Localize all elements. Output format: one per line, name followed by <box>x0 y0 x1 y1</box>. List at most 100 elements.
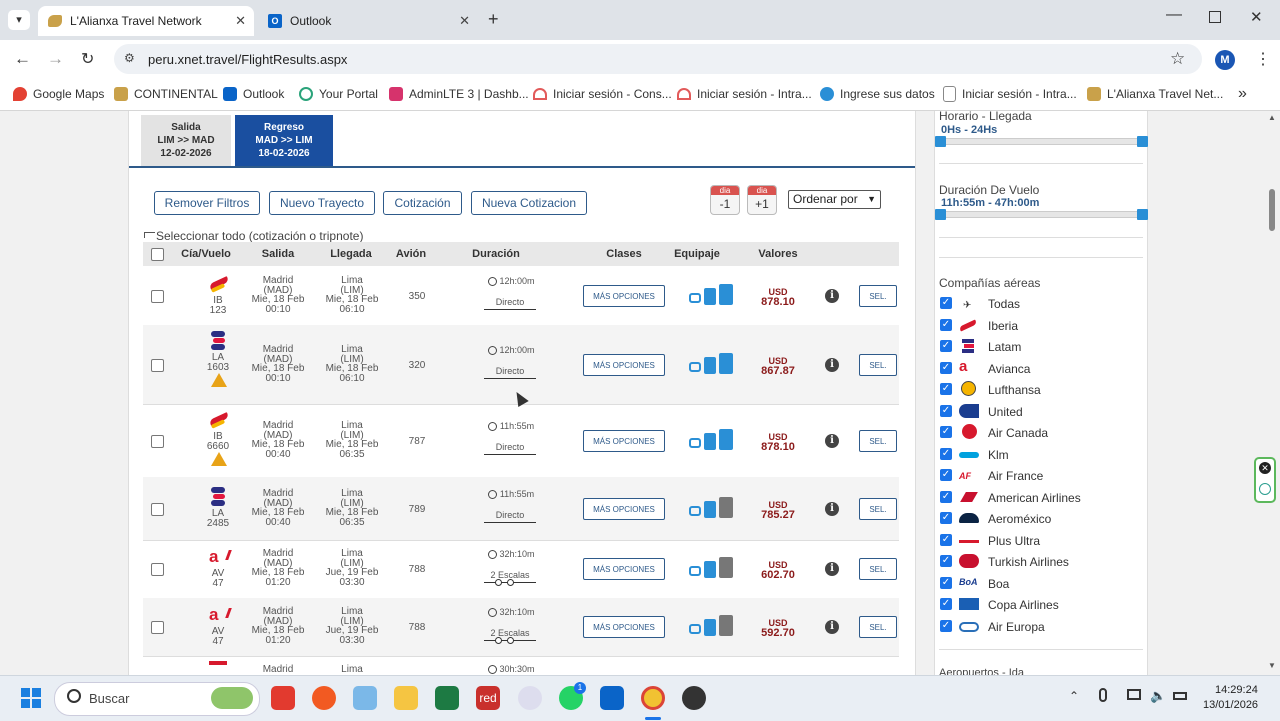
more-options-button[interactable]: MÁS OPCIONES <box>583 354 665 376</box>
day-plus-button[interactable]: dia +1 <box>747 185 777 215</box>
tab-search-icon[interactable]: ▾ <box>8 10 30 30</box>
close-window-icon[interactable]: ✕ <box>1250 9 1263 26</box>
chrome-icon[interactable] <box>641 686 665 710</box>
more-options-button[interactable]: MÁS OPCIONES <box>583 430 665 452</box>
sort-select[interactable]: Ordenar por ▼ <box>788 190 881 209</box>
airline-filter-avianca[interactable]: ✓ a Avianca <box>939 358 1139 379</box>
airline-filter-aerom-xico[interactable]: ✓ Aeroméxico <box>939 509 1139 529</box>
clock-date[interactable]: 13/01/2026 <box>1203 699 1259 711</box>
checkbox-checked-icon[interactable]: ✓ <box>940 383 952 395</box>
forward-icon[interactable]: → <box>47 49 64 68</box>
checkbox-checked-icon[interactable]: ✓ <box>940 447 952 460</box>
select-flight-button[interactable]: SEL. <box>859 285 897 307</box>
tray-chevron-icon[interactable]: ⌃ <box>1069 689 1080 703</box>
windows-start-icon[interactable] <box>21 688 41 708</box>
checkbox-checked-icon[interactable]: ✓ <box>940 533 952 546</box>
tab-alianxa[interactable]: L'Alianxa Travel Network ✕ <box>38 6 254 36</box>
more-options-button[interactable]: MÁS OPCIONES <box>583 616 665 638</box>
checkbox-checked-icon[interactable]: ✓ <box>940 469 952 481</box>
flight-select-checkbox[interactable] <box>151 290 164 303</box>
checkbox-checked-icon[interactable]: ✓ <box>940 318 952 331</box>
bookmark-adminlte[interactable]: AdminLTE 3 | Dashb... <box>389 78 529 110</box>
select-flight-button[interactable]: SEL. <box>859 558 897 580</box>
bookmark-alianxa[interactable]: L'Alianxa Travel Net... <box>1087 78 1223 110</box>
airline-filter-boa[interactable]: ✓ BoA Boa <box>939 574 1139 594</box>
duration-slider[interactable] <box>939 211 1141 218</box>
flight-select-checkbox[interactable] <box>151 503 164 516</box>
close-circle-icon[interactable]: ✕ <box>1259 462 1271 474</box>
select-flight-button[interactable]: SEL. <box>859 498 897 520</box>
checkbox-checked-icon[interactable]: ✓ <box>940 576 952 589</box>
display-icon[interactable] <box>1127 689 1141 700</box>
bookmark-iniciar-intra-2[interactable]: Iniciar sesión - Intra... <box>943 78 1077 110</box>
restore-icon[interactable] <box>1209 11 1221 23</box>
clock-time[interactable]: 14:29:24 <box>1215 684 1258 696</box>
arrival-max-handle[interactable] <box>1137 136 1148 147</box>
info-icon[interactable]: i <box>825 434 839 448</box>
flight-select-checkbox[interactable] <box>151 563 164 576</box>
leg-tab-outbound[interactable]: Salida LIM >> MAD 12-02-2026 <box>141 115 231 167</box>
bookmark-outlook[interactable]: Outlook <box>223 78 284 110</box>
bookmark-iniciar-cons[interactable]: Iniciar sesión - Cons... <box>533 78 672 110</box>
checkbox-checked-icon[interactable]: ✓ <box>940 404 952 417</box>
checkbox-checked-icon[interactable]: ✓ <box>940 340 952 352</box>
new-quote-button[interactable]: Nueva Cotizacion <box>471 191 587 215</box>
scroll-thumb[interactable] <box>1269 189 1275 231</box>
day-minus-button[interactable]: dia -1 <box>710 185 740 215</box>
file-explorer-icon[interactable] <box>394 686 418 710</box>
bookmark-your-portal[interactable]: Your Portal <box>299 78 378 110</box>
airline-filter-klm[interactable]: ✓ Klm <box>939 445 1139 465</box>
airline-filter-plus-ultra[interactable]: ✓ Plus Ultra <box>939 531 1139 551</box>
taskbar-search[interactable]: Buscar <box>54 682 260 716</box>
info-icon[interactable]: i <box>825 358 839 372</box>
network-app-icon[interactable] <box>518 686 542 710</box>
volume-icon[interactable]: 🔈 <box>1150 688 1167 703</box>
tab-outlook[interactable]: O Outlook ✕ <box>258 6 478 36</box>
flight-select-checkbox[interactable] <box>151 435 164 448</box>
floating-widget[interactable]: ✕ <box>1254 457 1276 503</box>
airline-filter-american-airlines[interactable]: ✓ American Airlines <box>939 488 1139 508</box>
info-icon[interactable]: i <box>825 620 839 634</box>
red-app-icon[interactable]: red <box>476 686 500 710</box>
info-icon[interactable]: i <box>825 289 839 303</box>
checkbox-checked-icon[interactable]: ✓ <box>940 555 952 567</box>
new-tab-icon[interactable]: + <box>488 9 499 29</box>
airline-filter-lufthansa[interactable]: ✓ Lufthansa <box>939 380 1139 400</box>
airline-filter-air-canada[interactable]: ✓ Air Canada <box>939 423 1139 443</box>
bookmark-continental[interactable]: CONTINENTAL <box>114 78 218 110</box>
duration-max-handle[interactable] <box>1137 209 1148 220</box>
bookmark-star-icon[interactable]: ☆ <box>1170 49 1186 68</box>
airline-filter-united[interactable]: ✓ United <box>939 402 1139 422</box>
airline-filter-copa-airlines[interactable]: ✓ Copa Airlines <box>939 595 1139 615</box>
scroll-down-icon[interactable]: ▼ <box>1268 661 1276 670</box>
leg-tab-return[interactable]: Regreso MAD >> LIM 18-02-2026 <box>235 115 333 167</box>
remove-filters-button[interactable]: Remover Filtros <box>154 191 260 215</box>
outlook-taskbar-icon[interactable] <box>600 686 624 710</box>
checkbox-checked-icon[interactable]: ✓ <box>940 490 952 503</box>
more-options-button[interactable]: MÁS OPCIONES <box>583 285 665 307</box>
select-all-label[interactable]: Seleccionar todo (cotización o tripnote) <box>156 229 364 243</box>
airline-filter-iberia[interactable]: ✓ Iberia <box>939 316 1139 336</box>
info-icon[interactable]: i <box>825 562 839 576</box>
address-bar[interactable]: ⚙ peru.xnet.travel/FlightResults.aspx ☆ <box>114 44 1202 74</box>
more-options-button[interactable]: MÁS OPCIONES <box>583 498 665 520</box>
checkbox-checked-icon[interactable]: ✓ <box>940 426 952 438</box>
select-flight-button[interactable]: SEL. <box>859 430 897 452</box>
select-flight-button[interactable]: SEL. <box>859 354 897 376</box>
reload-icon[interactable]: ↻ <box>81 51 95 68</box>
close-tab-icon[interactable]: ✕ <box>459 13 470 28</box>
airline-filter-air-france[interactable]: ✓ AF Air France <box>939 466 1139 486</box>
flight-select-checkbox[interactable] <box>151 621 164 634</box>
checkbox-checked-icon[interactable]: ✓ <box>940 361 952 374</box>
new-route-button[interactable]: Nuevo Trayecto <box>269 191 375 215</box>
airline-filter-turkish-airlines[interactable]: ✓ Turkish Airlines <box>939 552 1139 572</box>
flight-select-checkbox[interactable] <box>151 359 164 372</box>
minimize-icon[interactable]: — <box>1166 6 1182 23</box>
close-tab-icon[interactable]: ✕ <box>235 13 246 28</box>
select-all-checkbox[interactable] <box>151 248 164 261</box>
page-scrollbar[interactable]: ▲ ▼ <box>1266 111 1278 675</box>
checkbox-checked-icon[interactable]: ✓ <box>940 297 952 309</box>
globe-icon[interactable] <box>1259 483 1271 495</box>
more-bookmarks-icon[interactable]: » <box>1238 85 1247 102</box>
airline-filter-latam[interactable]: ✓ Latam <box>939 337 1139 357</box>
